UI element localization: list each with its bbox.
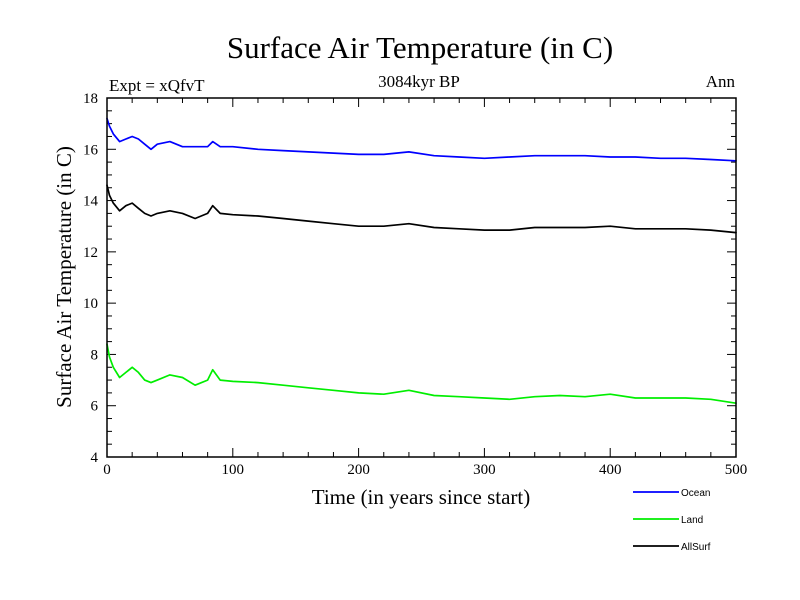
y-tick-label: 12	[83, 245, 98, 261]
x-tick-label: 400	[599, 462, 622, 478]
y-tick-label: 10	[83, 296, 98, 312]
legend-label-land: Land	[681, 515, 703, 526]
y-tick-label: 6	[91, 399, 99, 415]
season-label: Ann	[706, 72, 736, 91]
legend-label-allsurf: AllSurf	[681, 542, 711, 553]
legend-label-ocean: Ocean	[681, 488, 710, 499]
series-line-allsurf	[106, 184, 737, 234]
series-line-land	[106, 343, 737, 405]
x-tick-label: 300	[473, 462, 496, 478]
legend: Ocean Land AllSurf	[633, 488, 711, 553]
plot-frame	[106, 97, 737, 458]
experiment-label: Expt = xQfvT	[109, 76, 205, 95]
chart-subtitle: 3084kyr BP	[378, 72, 460, 91]
y-tick-label: 16	[83, 142, 99, 158]
y-axis-title: Surface Air Temperature (in C)	[52, 146, 76, 408]
y-tick-label: 4	[91, 450, 99, 466]
y-tick-label: 18	[83, 91, 98, 107]
x-tick-label: 0	[103, 462, 111, 478]
series-lines	[106, 117, 737, 405]
x-tick-label: 200	[347, 462, 370, 478]
axis-ticks: 0 100 200 300 400 500 4 6 8 10 12 14 16 18	[83, 91, 747, 478]
chart-title: Surface Air Temperature (in C)	[227, 30, 613, 65]
x-tick-label: 100	[222, 462, 245, 478]
series-line-ocean	[106, 117, 737, 162]
x-axis-title: Time (in years since start)	[312, 485, 531, 509]
x-tick-label: 500	[725, 462, 748, 478]
y-tick-label: 14	[83, 194, 99, 210]
y-tick-label: 8	[91, 347, 99, 363]
